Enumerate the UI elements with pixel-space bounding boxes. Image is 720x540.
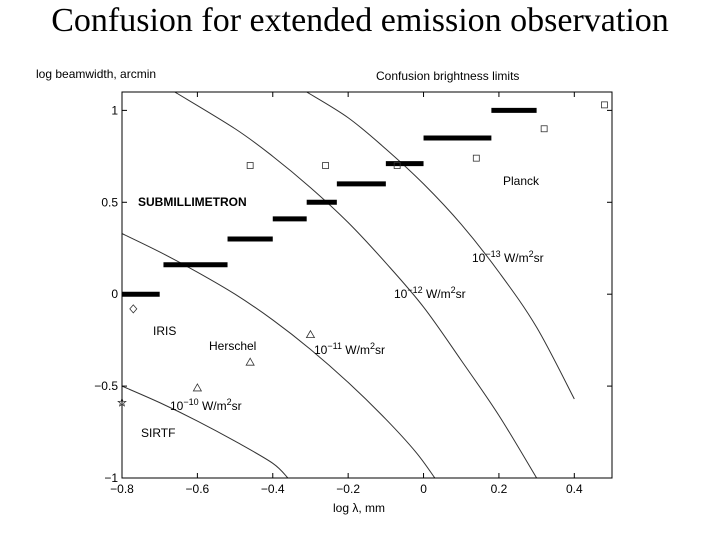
x-tick-label-2: −0.4 (261, 482, 285, 496)
planck-marker-5 (601, 101, 608, 109)
curve-label-1e-10: 10−10 W/m2sr (170, 397, 242, 413)
chart-title: Confusion brightness limits (376, 69, 519, 83)
ticks-layer: −0.8 −0.6 −0.4 −0.2 0 0.2 0.4 −1 −0.5 0 0.5 1 (94, 92, 612, 496)
x-tick-label-0: −0.8 (110, 482, 134, 496)
plot-frame (121, 91, 613, 479)
planck-marker-4 (540, 125, 548, 133)
confusion-curve-3 (122, 385, 289, 478)
planck-marker-1 (322, 162, 329, 169)
x-tick-label-6: 0.4 (566, 482, 583, 496)
herschel-label: Herschel (209, 339, 256, 353)
y-tick-label-0: −1 (104, 471, 118, 485)
sirtf-label: SIRTF (141, 426, 175, 440)
herschel-marker-1 (245, 357, 255, 366)
planck-marker-3 (472, 154, 480, 162)
curve-label-1e-13: 10−13 W/m2sr (472, 249, 544, 265)
x-tick-label-5: 0.2 (491, 482, 508, 496)
y-axis-label: log beamwidth, arcmin (36, 67, 156, 81)
herschel-marker-2 (305, 329, 316, 339)
confusion-curve-1 (174, 92, 538, 478)
curves-layer (122, 92, 575, 478)
y-tick-label-1: −0.5 (94, 379, 118, 393)
curve-label-1e-11: 10−11 W/m2sr (314, 341, 385, 357)
curve-label-1e-12: 10−12 W/m2sr (394, 285, 466, 301)
iris-marker-0 (129, 304, 138, 314)
x-axis-label: log λ, mm (333, 501, 385, 515)
x-tick-label-1: −0.6 (186, 482, 210, 496)
slide-title: Confusion for extended emission observat… (51, 2, 669, 39)
submillimetron-segments (122, 107, 537, 297)
planck-label: Planck (503, 174, 540, 188)
submillimetron-label: SUBMILLIMETRON (138, 195, 247, 209)
iris-label: IRIS (153, 324, 176, 338)
confusion-curve-2 (122, 233, 436, 478)
planck-marker-2 (393, 162, 401, 169)
y-tick-label-4: 1 (111, 103, 118, 117)
x-tick-label-4: 0 (420, 482, 427, 496)
herschel-marker-0 (192, 383, 203, 392)
planck-marker-0 (246, 162, 254, 169)
y-tick-label-3: 0.5 (101, 195, 118, 209)
confusion-curve-0 (306, 92, 575, 400)
y-tick-label-2: 0 (111, 287, 118, 301)
x-tick-label-3: −0.2 (336, 482, 360, 496)
